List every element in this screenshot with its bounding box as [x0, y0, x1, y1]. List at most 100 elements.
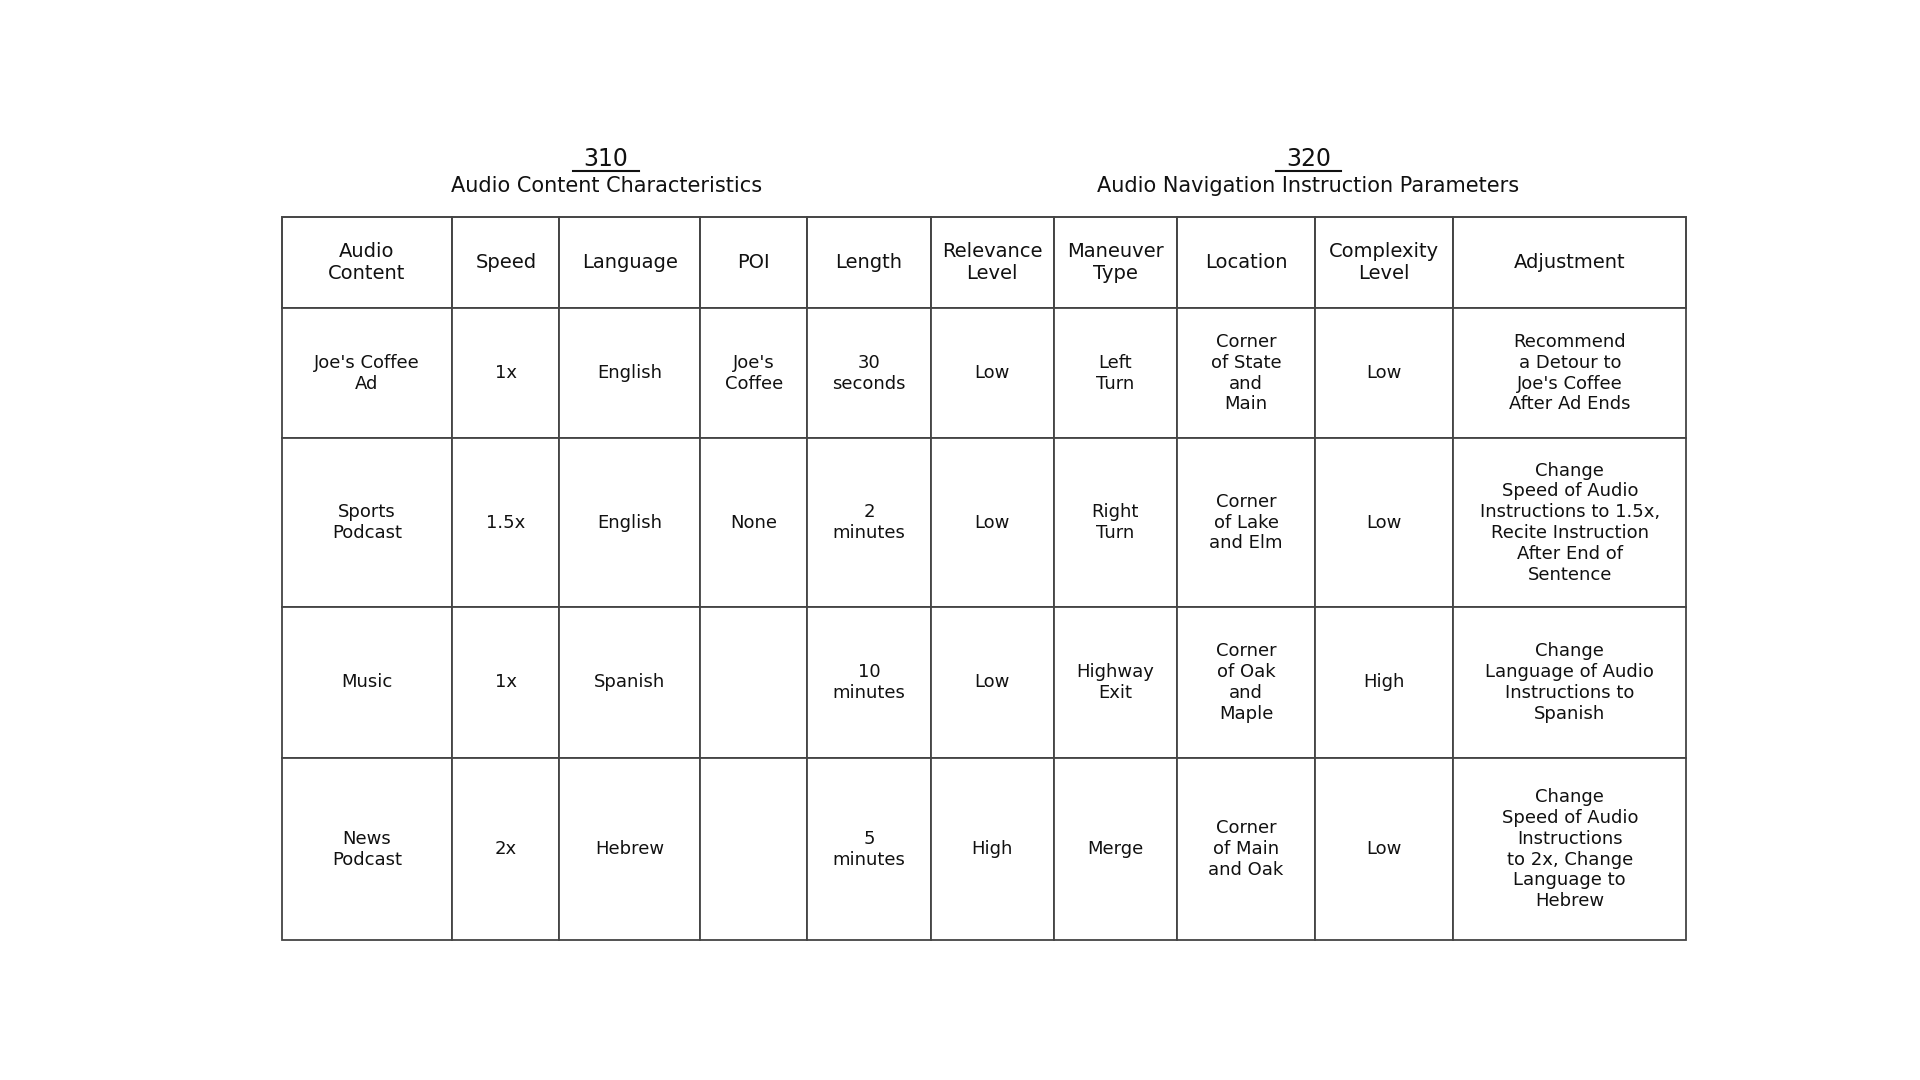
Bar [453, 308, 559, 438]
Text: 320: 320 [1286, 147, 1331, 171]
Bar [1315, 217, 1453, 308]
Text: 2x: 2x [495, 840, 516, 859]
Text: 1.5x: 1.5x [486, 514, 526, 531]
Bar [1453, 308, 1686, 438]
Text: Change
Speed of Audio
Instructions
to 2x, Change
Language to
Hebrew: Change Speed of Audio Instructions to 2x… [1501, 788, 1638, 910]
Text: News
Podcast: News Podcast [332, 829, 401, 868]
Bar [1315, 607, 1453, 758]
Text: 1x: 1x [495, 673, 516, 691]
Text: Corner
of Main
and Oak: Corner of Main and Oak [1208, 820, 1284, 879]
Text: High: High [1363, 673, 1405, 691]
Bar [806, 607, 931, 758]
Text: Speed: Speed [476, 253, 536, 272]
Text: Maneuver
Type: Maneuver Type [1068, 242, 1164, 283]
Bar [559, 607, 701, 758]
Text: Corner
of Oak
and
Maple: Corner of Oak and Maple [1215, 643, 1277, 723]
Text: 5
minutes: 5 minutes [833, 829, 906, 868]
Bar [1453, 607, 1686, 758]
Text: Corner
of State
and
Main: Corner of State and Main [1212, 333, 1281, 414]
Bar [282, 217, 453, 308]
Text: Merge: Merge [1087, 840, 1144, 859]
Text: Hebrew: Hebrew [595, 840, 664, 859]
Bar [453, 758, 559, 941]
Text: Joe's Coffee
Ad: Joe's Coffee Ad [315, 354, 420, 393]
Bar [1054, 308, 1177, 438]
Bar [282, 607, 453, 758]
Bar [1054, 607, 1177, 758]
Text: High: High [972, 840, 1014, 859]
Bar [453, 438, 559, 607]
Text: 1x: 1x [495, 364, 516, 382]
Text: 30
seconds: 30 seconds [831, 354, 906, 393]
Bar [1177, 217, 1315, 308]
Bar [1177, 308, 1315, 438]
Bar [931, 438, 1054, 607]
Text: Adjustment: Adjustment [1515, 253, 1626, 272]
Text: Audio Navigation Instruction Parameters: Audio Navigation Instruction Parameters [1098, 176, 1519, 197]
Bar [282, 308, 453, 438]
Bar [806, 308, 931, 438]
Text: Sports
Podcast: Sports Podcast [332, 503, 401, 542]
Bar [1177, 438, 1315, 607]
Text: English: English [597, 514, 662, 531]
Text: Music: Music [342, 673, 394, 691]
Text: English: English [597, 364, 662, 382]
Text: 2
minutes: 2 minutes [833, 503, 906, 542]
Text: Complexity
Level: Complexity Level [1329, 242, 1440, 283]
Bar [1054, 438, 1177, 607]
Bar [1177, 758, 1315, 941]
Text: Spanish: Spanish [593, 673, 666, 691]
Text: Location: Location [1206, 253, 1286, 272]
Bar [559, 217, 701, 308]
Bar [559, 308, 701, 438]
Text: Language: Language [582, 253, 678, 272]
Bar [701, 308, 806, 438]
Bar [931, 607, 1054, 758]
Text: 310: 310 [584, 147, 628, 171]
Bar [282, 438, 453, 607]
Bar [1315, 438, 1453, 607]
Bar [931, 758, 1054, 941]
Text: Audio Content Characteristics: Audio Content Characteristics [451, 176, 762, 197]
Bar [1177, 607, 1315, 758]
Text: Low: Low [1367, 840, 1402, 859]
Bar [1453, 438, 1686, 607]
Text: Relevance
Level: Relevance Level [943, 242, 1043, 283]
Bar [282, 758, 453, 941]
Text: Low: Low [975, 673, 1010, 691]
Text: POI: POI [737, 253, 770, 272]
Bar [701, 217, 806, 308]
Bar [931, 217, 1054, 308]
Text: Highway
Exit: Highway Exit [1077, 663, 1154, 702]
Bar [453, 217, 559, 308]
Bar [806, 438, 931, 607]
Text: Length: Length [835, 253, 902, 272]
Text: None: None [730, 514, 778, 531]
Text: Recommend
a Detour to
Joe's Coffee
After Ad Ends: Recommend a Detour to Joe's Coffee After… [1509, 333, 1630, 414]
Bar [1453, 758, 1686, 941]
Text: Joe's
Coffee: Joe's Coffee [724, 354, 783, 393]
Text: Change
Speed of Audio
Instructions to 1.5x,
Recite Instruction
After End of
Sent: Change Speed of Audio Instructions to 1.… [1480, 461, 1659, 583]
Bar [1315, 308, 1453, 438]
Text: 10
minutes: 10 minutes [833, 663, 906, 702]
Text: Corner
of Lake
and Elm: Corner of Lake and Elm [1210, 492, 1283, 552]
Bar [701, 758, 806, 941]
Bar [806, 217, 931, 308]
Bar [559, 438, 701, 607]
Text: Right
Turn: Right Turn [1092, 503, 1139, 542]
Bar [1315, 758, 1453, 941]
Bar [1054, 217, 1177, 308]
Text: Low: Low [975, 514, 1010, 531]
Bar [559, 758, 701, 941]
Bar [453, 607, 559, 758]
Bar [701, 438, 806, 607]
Bar [931, 308, 1054, 438]
Text: Left
Turn: Left Turn [1096, 354, 1135, 393]
Text: Low: Low [1367, 514, 1402, 531]
Text: Audio
Content: Audio Content [328, 242, 405, 283]
Text: Low: Low [975, 364, 1010, 382]
Text: Low: Low [1367, 364, 1402, 382]
Bar [701, 607, 806, 758]
Bar [806, 758, 931, 941]
Bar [1054, 758, 1177, 941]
